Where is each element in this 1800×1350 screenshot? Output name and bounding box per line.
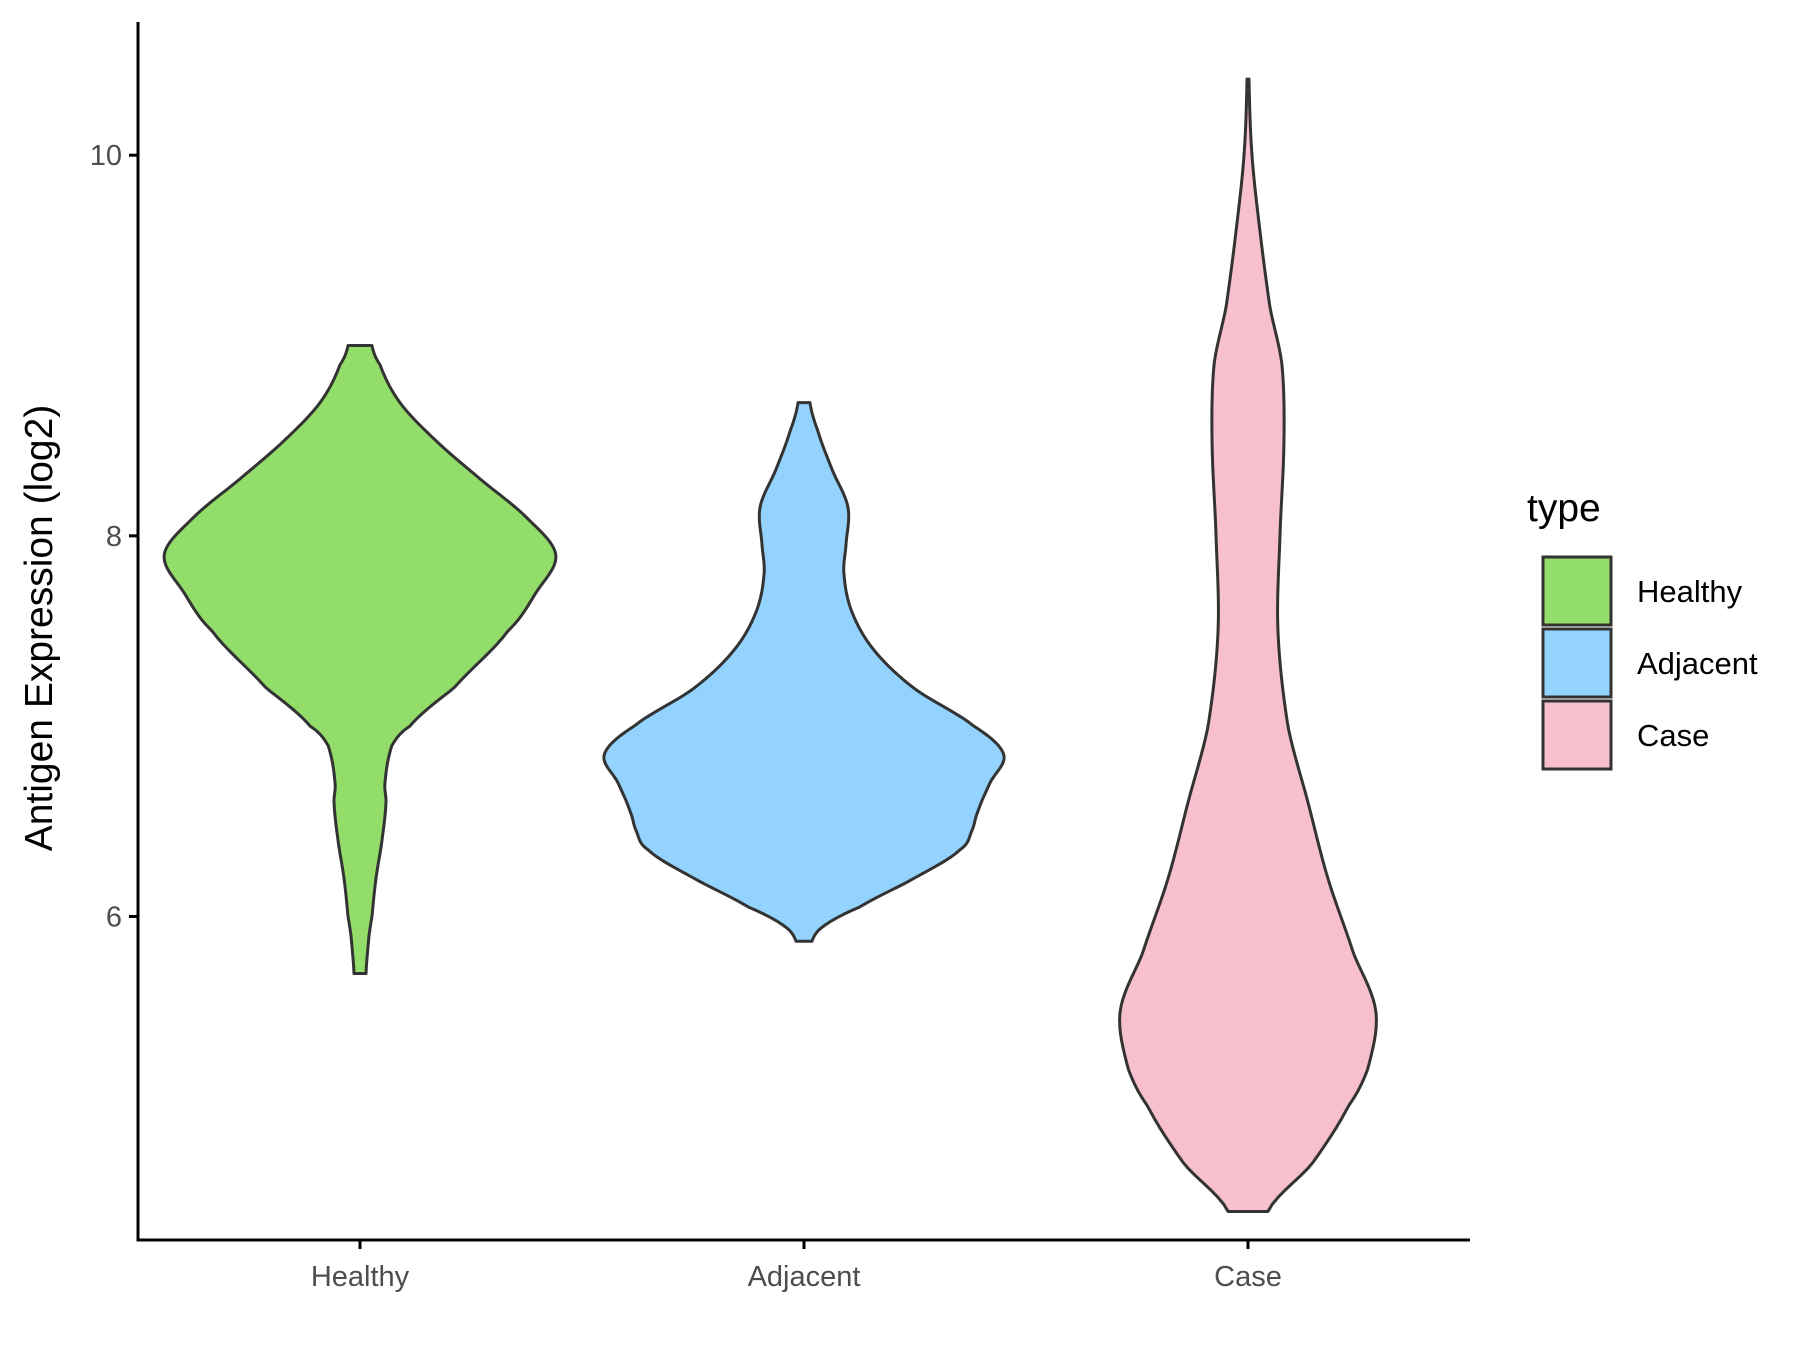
legend-label-healthy: Healthy <box>1637 574 1743 609</box>
legend-label-case: Case <box>1637 718 1709 753</box>
violin-layer <box>162 77 1378 1213</box>
y-tick-label: 10 <box>90 140 122 172</box>
legend-key-adjacent <box>1541 627 1613 699</box>
legend-items: Healthy Adjacent Case <box>1541 555 1758 771</box>
y-axis-title: Antigen Expression (log2) <box>18 405 61 852</box>
x-tick-label-case: Case <box>1214 1261 1282 1293</box>
legend-title: type <box>1527 487 1601 530</box>
axes-layer: 6 8 10 Healthy Adjacent Case Antigen Express… <box>18 22 1470 1293</box>
legend-label-adjacent: Adjacent <box>1637 646 1758 681</box>
x-tick-label-adjacent: Adjacent <box>748 1261 861 1293</box>
x-tick-label-healthy: Healthy <box>311 1261 410 1293</box>
violin-adjacent <box>602 401 1006 943</box>
legend-key-healthy <box>1541 555 1613 627</box>
violin-healthy <box>162 344 558 976</box>
violin-case <box>1118 77 1378 1213</box>
x-axis-ticks: Healthy Adjacent Case <box>311 1240 1282 1293</box>
y-tick-label: 6 <box>106 901 122 933</box>
y-axis-ticks: 6 8 10 <box>90 140 138 933</box>
legend: type Healthy Adjacent Case <box>1527 487 1758 771</box>
y-tick-label: 8 <box>106 521 122 553</box>
legend-key-case <box>1541 699 1613 771</box>
